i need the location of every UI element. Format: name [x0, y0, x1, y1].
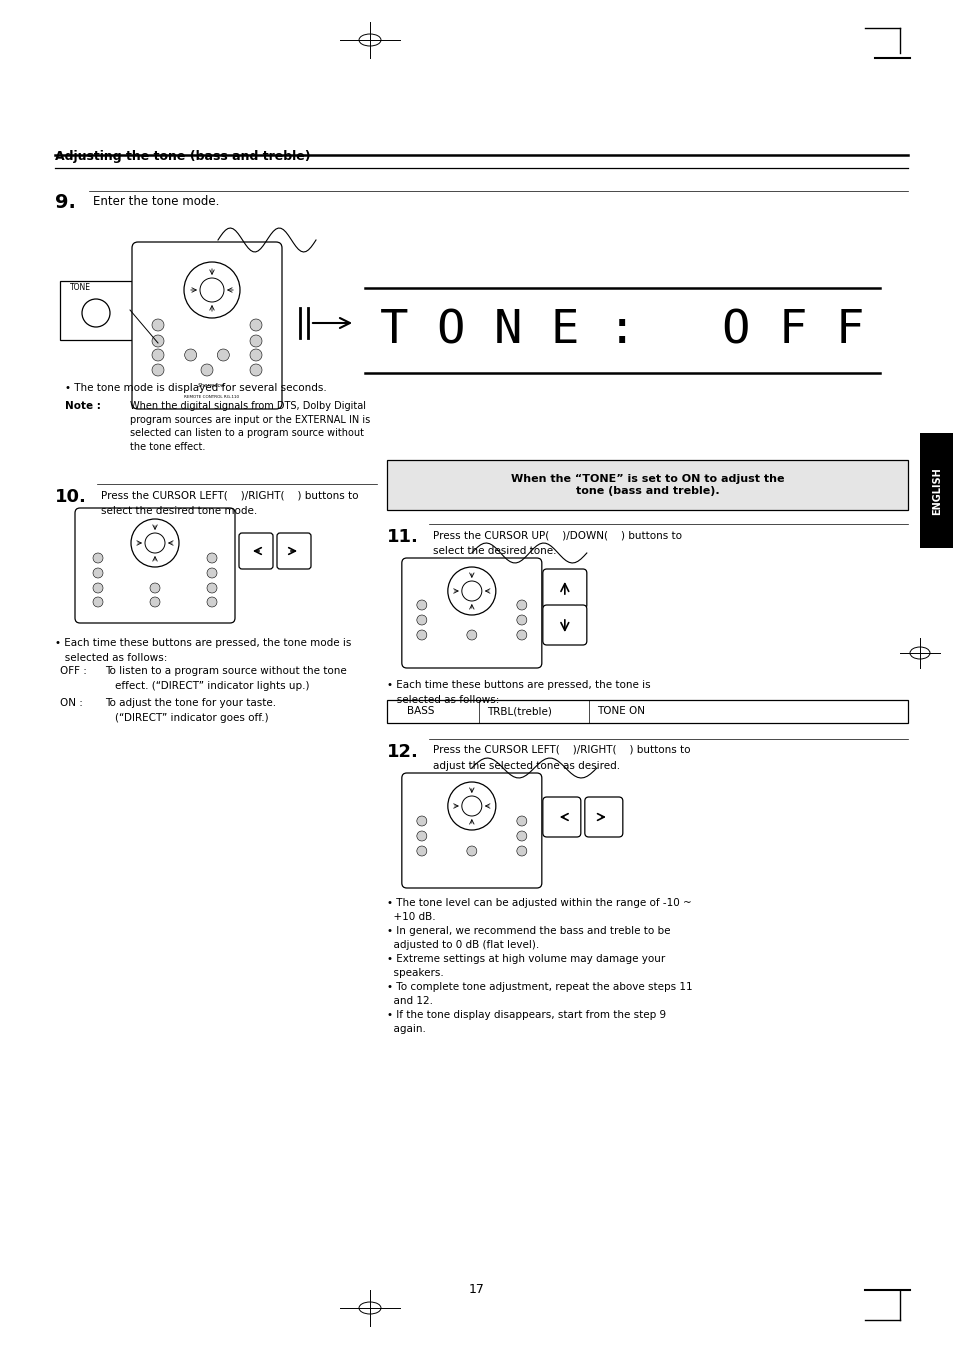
- Text: and 12.: and 12.: [386, 996, 433, 1006]
- FancyBboxPatch shape: [542, 797, 580, 837]
- Circle shape: [416, 816, 426, 826]
- Circle shape: [517, 630, 526, 640]
- Circle shape: [92, 553, 103, 563]
- FancyBboxPatch shape: [542, 605, 586, 644]
- FancyBboxPatch shape: [584, 797, 622, 837]
- Circle shape: [207, 582, 216, 593]
- Circle shape: [416, 600, 426, 611]
- Text: 10.: 10.: [55, 488, 87, 506]
- Text: • The tone level can be adjusted within the range of -10 ~: • The tone level can be adjusted within …: [386, 898, 691, 909]
- Text: adjusted to 0 dB (flat level).: adjusted to 0 dB (flat level).: [386, 940, 538, 950]
- Text: select the desired tone mode.: select the desired tone mode.: [101, 506, 257, 516]
- Text: Press the CURSOR UP(    )/DOWN(    ) buttons to: Press the CURSOR UP( )/DOWN( ) buttons t…: [433, 530, 681, 541]
- Text: • The tone mode is displayed for several seconds.: • The tone mode is displayed for several…: [65, 383, 327, 394]
- Text: ENGLISH: ENGLISH: [931, 468, 941, 515]
- Circle shape: [201, 364, 213, 376]
- Circle shape: [416, 630, 426, 640]
- Circle shape: [250, 319, 262, 332]
- Text: T O N E :   O F F: T O N E : O F F: [380, 307, 863, 353]
- Text: effect. (“DIRECT” indicator lights up.): effect. (“DIRECT” indicator lights up.): [115, 681, 310, 692]
- Circle shape: [517, 830, 526, 841]
- Circle shape: [92, 582, 103, 593]
- Circle shape: [517, 847, 526, 856]
- Text: Enter the tone mode.: Enter the tone mode.: [93, 195, 219, 208]
- Text: REMOTE CONTROL RG-110: REMOTE CONTROL RG-110: [184, 395, 239, 399]
- FancyBboxPatch shape: [132, 243, 282, 408]
- Circle shape: [416, 615, 426, 625]
- Text: adjust the selected tone as desired.: adjust the selected tone as desired.: [433, 762, 619, 771]
- Text: • Extreme settings at high volume may damage your: • Extreme settings at high volume may da…: [386, 954, 664, 964]
- FancyBboxPatch shape: [239, 532, 273, 569]
- Text: Press the CURSOR LEFT(    )/RIGHT(    ) buttons to: Press the CURSOR LEFT( )/RIGHT( ) button…: [433, 745, 690, 755]
- Text: To adjust the tone for your taste.: To adjust the tone for your taste.: [105, 698, 276, 708]
- Text: OFF :: OFF :: [60, 666, 87, 675]
- Text: When the “TONE” is set to ON to adjust the
tone (bass and treble).: When the “TONE” is set to ON to adjust t…: [510, 473, 783, 496]
- Text: selected as follows:: selected as follows:: [386, 696, 498, 705]
- Text: (“DIRECT” indicator goes off.): (“DIRECT” indicator goes off.): [115, 713, 269, 723]
- Circle shape: [416, 830, 426, 841]
- Circle shape: [250, 336, 262, 346]
- Circle shape: [150, 597, 160, 607]
- Text: 17: 17: [469, 1283, 484, 1295]
- FancyBboxPatch shape: [542, 569, 586, 609]
- Text: Sherwood: Sherwood: [198, 383, 226, 388]
- Circle shape: [207, 597, 216, 607]
- Circle shape: [466, 630, 476, 640]
- Circle shape: [250, 364, 262, 376]
- FancyBboxPatch shape: [401, 558, 541, 669]
- Bar: [386, 700, 907, 723]
- Bar: [386, 460, 907, 510]
- Text: Adjusting the tone (bass and treble): Adjusting the tone (bass and treble): [55, 150, 311, 163]
- Text: BASS: BASS: [406, 706, 434, 717]
- FancyBboxPatch shape: [60, 280, 132, 340]
- Text: 12.: 12.: [386, 743, 418, 762]
- Circle shape: [152, 349, 164, 361]
- Text: speakers.: speakers.: [386, 968, 443, 979]
- Text: Press the CURSOR LEFT(    )/RIGHT(    ) buttons to: Press the CURSOR LEFT( )/RIGHT( ) button…: [101, 491, 358, 500]
- FancyBboxPatch shape: [75, 508, 234, 623]
- Circle shape: [517, 816, 526, 826]
- Circle shape: [416, 847, 426, 856]
- Text: +10 dB.: +10 dB.: [386, 913, 435, 922]
- Circle shape: [250, 349, 262, 361]
- Text: 11.: 11.: [386, 528, 418, 546]
- Text: selected as follows:: selected as follows:: [55, 652, 168, 663]
- Circle shape: [207, 553, 216, 563]
- Text: • In general, we recommend the bass and treble to be: • In general, we recommend the bass and …: [386, 926, 670, 936]
- Text: TONE ON: TONE ON: [597, 706, 644, 717]
- Text: • To complete tone adjustment, repeat the above steps 11: • To complete tone adjustment, repeat th…: [386, 981, 692, 992]
- Text: Note :: Note :: [65, 400, 101, 411]
- Circle shape: [92, 568, 103, 578]
- Text: 9.: 9.: [55, 193, 76, 212]
- Text: • Each time these buttons are pressed, the tone is: • Each time these buttons are pressed, t…: [386, 679, 650, 690]
- Circle shape: [152, 364, 164, 376]
- Text: TRBL(treble): TRBL(treble): [486, 706, 551, 717]
- FancyBboxPatch shape: [401, 772, 541, 888]
- Circle shape: [185, 349, 196, 361]
- Circle shape: [152, 336, 164, 346]
- Text: To listen to a program source without the tone: To listen to a program source without th…: [105, 666, 347, 675]
- Circle shape: [150, 582, 160, 593]
- Text: When the digital signals from DTS, Dolby Digital
program sources are input or th: When the digital signals from DTS, Dolby…: [131, 400, 370, 452]
- Circle shape: [207, 568, 216, 578]
- Circle shape: [152, 319, 164, 332]
- Text: again.: again.: [386, 1024, 425, 1034]
- Circle shape: [466, 847, 476, 856]
- Text: select the desired tone.: select the desired tone.: [433, 546, 556, 555]
- FancyBboxPatch shape: [276, 532, 311, 569]
- Circle shape: [92, 597, 103, 607]
- Bar: [919, 433, 953, 549]
- Circle shape: [217, 349, 229, 361]
- Circle shape: [517, 600, 526, 611]
- Text: • If the tone display disappears, start from the step 9: • If the tone display disappears, start …: [386, 1010, 665, 1020]
- Text: TONE: TONE: [70, 283, 91, 293]
- Circle shape: [517, 615, 526, 625]
- Text: ON :: ON :: [60, 698, 83, 708]
- Text: • Each time these buttons are pressed, the tone mode is: • Each time these buttons are pressed, t…: [55, 638, 352, 648]
